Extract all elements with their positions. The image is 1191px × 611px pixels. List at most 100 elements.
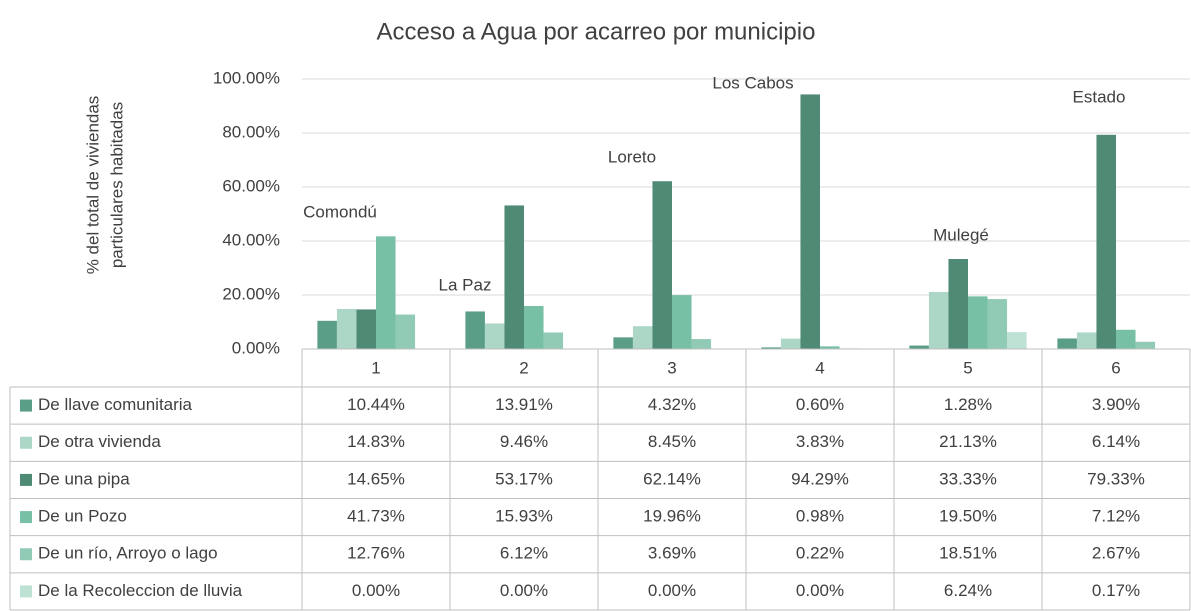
legend-swatch (20, 511, 32, 524)
value-label: 62.14% (643, 469, 701, 488)
bar (800, 94, 820, 350)
value-label: 6.14% (1092, 432, 1140, 451)
value-label: 14.65% (347, 469, 405, 488)
value-label: 0.22% (796, 544, 844, 563)
y-tick-label: 20.00% (222, 284, 280, 303)
value-label: 14.83% (347, 432, 405, 451)
bar (336, 308, 357, 349)
value-label: 6.24% (944, 581, 992, 600)
y-tick-label: 80.00% (222, 122, 280, 141)
bar (672, 295, 692, 349)
y-tick-label: 0.00% (232, 338, 280, 357)
value-label: 18.51% (939, 544, 997, 563)
value-label: 7.12% (1092, 507, 1140, 526)
value-label: 0.00% (500, 581, 548, 600)
bar (395, 314, 416, 349)
annotation: Mulegé (933, 225, 989, 244)
bar (356, 309, 376, 349)
annotation: Comondú (303, 202, 377, 221)
bar (613, 337, 633, 349)
bar (820, 346, 840, 349)
value-label: 0.00% (648, 581, 696, 600)
x-tick-label: 1 (371, 358, 380, 377)
value-label: 13.91% (495, 395, 553, 414)
y-tick-label: 40.00% (222, 230, 280, 249)
bar (484, 323, 505, 349)
annotation: Loreto (608, 147, 656, 166)
bar (761, 347, 781, 349)
value-label: 15.93% (495, 507, 553, 526)
legend-swatch (20, 548, 32, 561)
bar (1007, 332, 1027, 349)
bar (780, 338, 801, 349)
value-label: 9.46% (500, 432, 548, 451)
bar (376, 236, 396, 349)
y-tick-label: 60.00% (222, 176, 280, 195)
value-label: 1.28% (944, 395, 992, 414)
x-tick-label: 5 (963, 358, 972, 377)
value-label: 19.96% (643, 507, 701, 526)
y-axis-label: particulares habitadas (107, 102, 126, 268)
value-label: 12.76% (347, 544, 405, 563)
bar (1116, 329, 1136, 349)
bar (987, 299, 1008, 349)
value-label: 6.12% (500, 544, 548, 563)
bar (465, 311, 485, 349)
legend-swatch (20, 436, 32, 449)
legend-label: De otra vivienda (38, 432, 161, 451)
bar (909, 345, 929, 349)
legend-label: De una pipa (38, 469, 130, 488)
value-label: 8.45% (648, 432, 696, 451)
legend-label: De un Pozo (38, 507, 127, 526)
bar (317, 320, 337, 349)
value-label: 2.67% (1092, 544, 1140, 563)
x-tick-label: 2 (519, 358, 528, 377)
value-label: 10.44% (347, 395, 405, 414)
value-label: 0.00% (352, 581, 400, 600)
value-label: 0.60% (796, 395, 844, 414)
legend-swatch (20, 473, 32, 486)
legend-label: De un río, Arroyo o lago (38, 544, 218, 563)
legend-label: De la Recoleccion de lluvia (38, 581, 243, 600)
y-axis-label: % del total de viviendas (83, 96, 102, 275)
value-label: 53.17% (495, 469, 553, 488)
annotation: Los Cabos (712, 73, 793, 92)
value-label: 0.17% (1092, 581, 1140, 600)
value-label: 79.33% (1087, 469, 1145, 488)
bar (968, 296, 988, 349)
bar (1076, 332, 1097, 349)
x-tick-label: 4 (815, 358, 824, 377)
x-tick-label: 3 (667, 358, 676, 377)
value-label: 0.00% (796, 581, 844, 600)
chart-title: Acceso a Agua por acarreo por municipio (377, 18, 816, 45)
value-label: 3.90% (1092, 395, 1140, 414)
value-label: 4.32% (648, 395, 696, 414)
bar (1135, 341, 1156, 349)
annotation: Estado (1073, 87, 1126, 106)
value-label: 3.69% (648, 544, 696, 563)
bar (524, 305, 544, 349)
bar (632, 326, 653, 349)
annotation: La Paz (439, 275, 492, 294)
value-label: 19.50% (939, 507, 997, 526)
value-label: 94.29% (791, 469, 849, 488)
value-label: 41.73% (347, 507, 405, 526)
value-label: 0.98% (796, 507, 844, 526)
bar (1096, 134, 1116, 349)
value-label: 21.13% (939, 432, 997, 451)
value-label: 3.83% (796, 432, 844, 451)
x-tick-label: 6 (1111, 358, 1120, 377)
value-label: 33.33% (939, 469, 997, 488)
bar (504, 205, 524, 349)
bar (691, 339, 712, 349)
bar (543, 332, 564, 349)
legend-swatch (20, 585, 32, 598)
bar (1057, 338, 1077, 349)
y-tick-label: 100.00% (213, 68, 280, 87)
legend-swatch (20, 399, 32, 412)
bar (652, 181, 672, 349)
legend-label: De llave comunitaria (38, 395, 193, 414)
bar (928, 291, 949, 349)
bar (948, 259, 968, 349)
